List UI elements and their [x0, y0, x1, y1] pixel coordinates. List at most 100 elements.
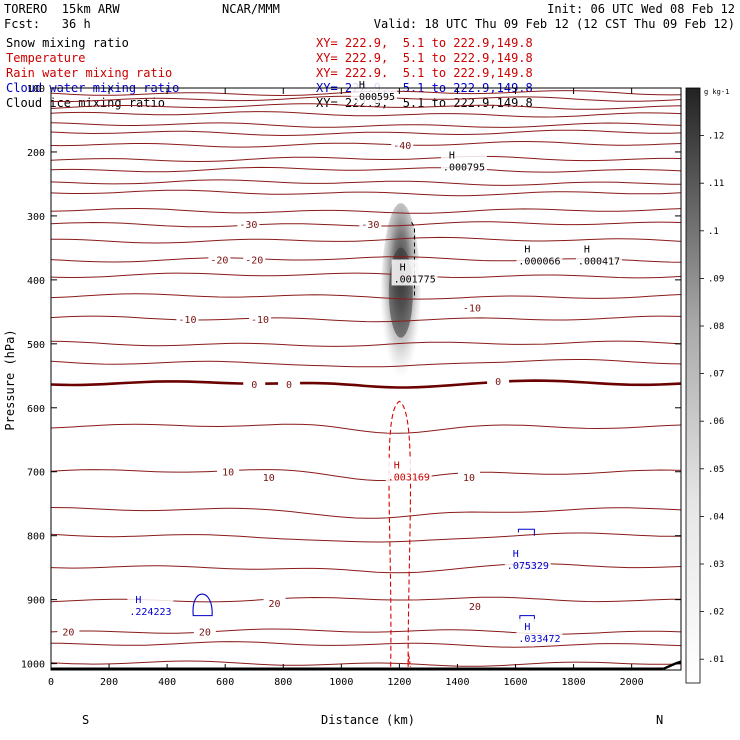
isotherm-line — [51, 155, 681, 163]
ice-contour — [411, 222, 415, 300]
colorbar-tick-label: .12 — [708, 132, 724, 142]
maximum-label-bg — [385, 457, 432, 484]
colorbar-tick-label: .04 — [708, 512, 724, 522]
x-tick-label: 1200 — [387, 677, 411, 688]
temperature-label: 20 — [199, 628, 211, 639]
isotherm-line — [51, 469, 681, 482]
x-tick-label: 1800 — [562, 677, 586, 688]
temperature-label: 0 — [286, 380, 292, 391]
legend-xy-rain: XY= 222.9, 5.1 to 222.9,149.8 — [316, 66, 533, 80]
maximum-label-bg — [504, 545, 551, 572]
temperature-label: 0 — [251, 380, 257, 391]
legend-xy-snow: XY= 222.9, 5.1 to 222.9,149.8 — [316, 36, 533, 50]
plot-frame — [50, 87, 682, 671]
temperature-label: 10 — [463, 473, 475, 484]
terrain-line — [663, 660, 681, 670]
maximum-label-bg — [516, 241, 563, 268]
maximum-value: .001775 — [394, 274, 436, 285]
temperature-label-bg — [487, 374, 510, 386]
temperature-label: -20 — [245, 255, 263, 266]
temperature-label: 10 — [222, 468, 234, 479]
cloud-water-contour — [192, 593, 213, 617]
temperature-label: -10 — [251, 315, 269, 326]
forecast-hour: Fcst: 36 h — [4, 17, 91, 31]
maximum-label-bg — [127, 592, 174, 619]
x-tick-label: 1400 — [445, 677, 469, 688]
temperature-label: -20 — [210, 255, 228, 266]
temperature-label-bg — [359, 218, 382, 230]
maximum-value: .000066 — [518, 257, 560, 268]
temperature-label: 10 — [263, 473, 275, 484]
temperature-label-bg — [391, 138, 414, 150]
x-tick-label: 1600 — [503, 677, 527, 688]
maximum-marker: H — [394, 461, 400, 472]
maximum-marker: H — [524, 622, 530, 633]
isotherm-line — [51, 103, 681, 110]
y-tick-label: 400 — [27, 276, 45, 287]
maximum-label-bg — [440, 147, 487, 174]
isotherm-line — [51, 379, 681, 389]
temperature-label-bg — [249, 312, 272, 324]
model-title: TORERO 15km ARW — [4, 2, 120, 16]
legend-xy-cloud-ice: XY= 222.9, 5.1 to 222.9,149.8 — [316, 96, 533, 110]
x-tick-label: 2000 — [620, 677, 644, 688]
isotherm-line — [51, 122, 681, 128]
colorbar-tick-label: .02 — [708, 608, 724, 618]
temperature-label: 20 — [62, 628, 74, 639]
x-tick-label: 600 — [216, 677, 234, 688]
x-axis-end-right: N — [656, 713, 663, 727]
isotherm-line — [51, 140, 681, 148]
temperature-label-bg — [243, 378, 266, 390]
y-tick-label: 600 — [27, 404, 45, 415]
colorbar-ramp — [685, 87, 701, 684]
init-time: Init: 06 UTC Wed 08 Feb 12 — [547, 2, 735, 16]
temperature-label: -30 — [239, 220, 257, 231]
isotherm-line — [51, 166, 681, 173]
isotherm-line — [51, 189, 681, 197]
legend-name-temperature: Temperature — [6, 51, 85, 65]
temperature-label-bg — [57, 625, 80, 637]
maximum-marker: H — [359, 80, 365, 91]
temperature-label-bg — [257, 470, 280, 482]
x-tick-label: 800 — [274, 677, 292, 688]
temperature-label-bg — [263, 596, 286, 608]
y-tick-label: 800 — [27, 532, 45, 543]
temperature-label: -10 — [463, 303, 481, 314]
maximum-label-bg — [575, 241, 622, 268]
temperature-label-bg — [463, 600, 486, 612]
maximum-label-bg — [391, 259, 438, 286]
temperature-label: 0 — [495, 377, 501, 388]
y-axis-label: Pressure (hPa) — [3, 329, 17, 430]
colorbar-tick-label: .06 — [708, 417, 724, 427]
isotherm-line — [51, 207, 681, 214]
colorbar-tick-label: .08 — [708, 322, 724, 332]
maximum-marker: H — [584, 245, 590, 256]
maximum-value: .033472 — [518, 634, 560, 645]
isotherm-line — [51, 532, 681, 543]
x-tick-label: 1000 — [329, 677, 353, 688]
isotherm-line — [51, 315, 681, 323]
temperature-label: 20 — [269, 599, 281, 610]
temperature-label: -10 — [178, 315, 196, 326]
colorbar-tick-label: .07 — [708, 370, 724, 380]
isotherm-line — [51, 293, 681, 300]
y-tick-label: 500 — [27, 340, 45, 351]
isotherm-line — [51, 340, 681, 347]
temperature-label: -30 — [361, 220, 379, 231]
valid-time: Valid: 18 UTC Thu 09 Feb 12 (12 CST Thu … — [374, 17, 735, 31]
temperature-label-bg — [278, 378, 301, 390]
isotherm-line — [51, 111, 681, 118]
x-tick-label: 400 — [158, 677, 176, 688]
isotherm-line — [51, 359, 681, 368]
maximum-value: .075329 — [507, 561, 549, 572]
x-tick-label: 200 — [100, 677, 118, 688]
x-axis-end-left: S — [82, 713, 89, 727]
isotherm-line — [51, 179, 681, 186]
temperature-label-bg — [460, 301, 483, 313]
temperature-label-bg — [176, 312, 199, 324]
maximum-marker: H — [513, 549, 519, 560]
y-tick-label: 1000 — [21, 660, 45, 671]
temperature-label-bg — [208, 253, 231, 265]
colorbar-tick-label: .1 — [708, 227, 719, 237]
colorbar-tick-label: .05 — [708, 465, 724, 475]
